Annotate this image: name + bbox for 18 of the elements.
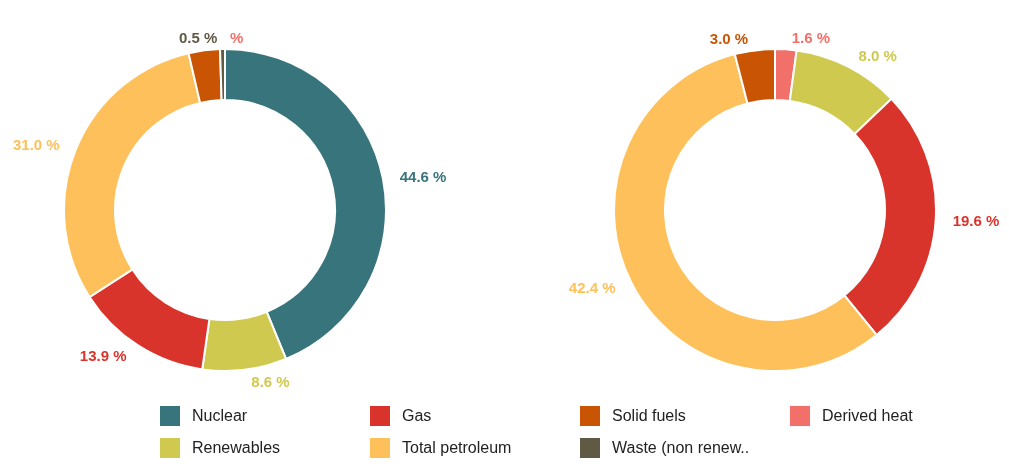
data-label: 1.6 %	[791, 28, 831, 46]
data-label: 31.0 %	[13, 136, 60, 154]
legend-label: Waste (non renew..	[612, 439, 750, 457]
data-label: 8.0 %	[858, 47, 897, 65]
legend-label: Total petroleum	[402, 439, 512, 457]
data-label: 0.5 %	[178, 28, 218, 46]
legend-label: Renewables	[192, 439, 281, 457]
legend-label: Solid fuels	[612, 407, 686, 425]
legend-label: Nuclear	[192, 407, 248, 425]
data-label: 42.4 %	[568, 279, 616, 297]
data-label: 3.0 %	[709, 29, 749, 47]
data-label: 19.6 %	[952, 212, 1000, 230]
legend-label: Derived heat	[822, 407, 913, 425]
text: %	[230, 28, 244, 46]
legend-label: Gas	[402, 407, 432, 425]
data-label: 13.9 %	[79, 347, 127, 365]
data-label: 8.6 %	[251, 373, 290, 391]
data-label: 44.6 %	[399, 168, 447, 186]
